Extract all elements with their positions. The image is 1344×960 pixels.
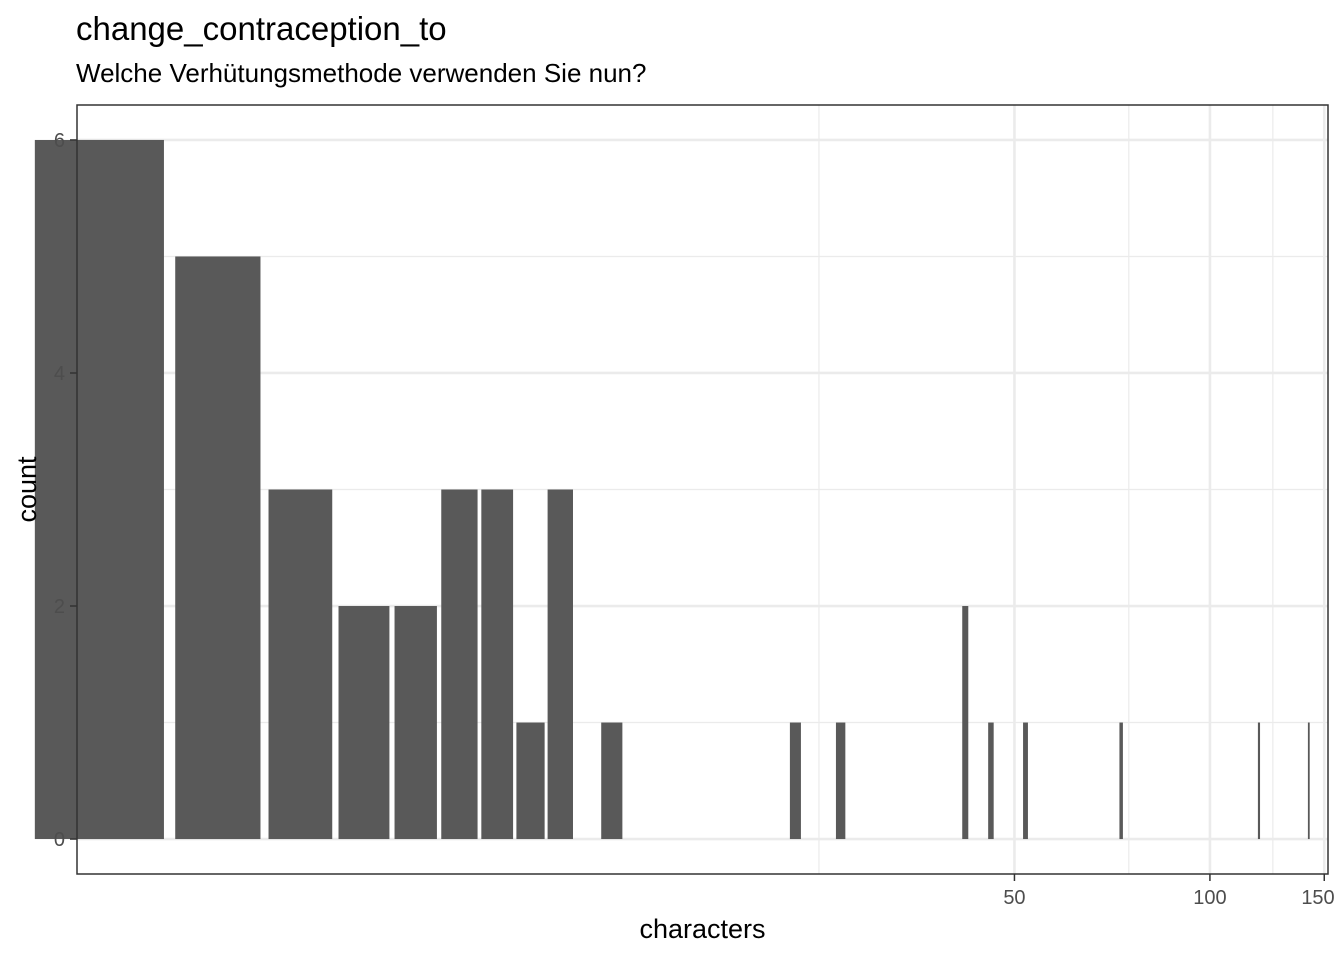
histogram-bar [1307,722,1310,840]
histogram-bar [268,489,333,840]
panel-border [76,104,1329,875]
histogram-bar [962,606,969,840]
histogram-bar [789,722,801,840]
x-axis-title: characters [639,914,765,944]
x-tick-label: 150 [1301,887,1334,909]
grid-lines [77,105,1328,874]
histogram-bar [1023,722,1028,840]
histogram-bar [601,722,623,840]
histogram-bar [394,606,437,840]
y-tick-label: 4 [54,363,65,385]
histogram-bar [441,489,478,840]
y-tick-label: 0 [54,829,65,851]
y-axis-title: count [12,456,42,523]
histogram-bar [481,489,514,840]
histogram-bar [1119,722,1123,840]
bars [34,139,1310,840]
histogram-bar [835,722,846,840]
histogram-bar [1257,722,1261,840]
x-tick-label: 50 [1003,887,1025,909]
x-tick-label: 100 [1193,887,1226,909]
histogram-bar [34,139,164,840]
chart-title: change_contraception_to [76,10,447,47]
histogram-bar [516,722,545,840]
axis-ticks: 0 2 4 6 50 100 150 [54,130,1335,909]
y-tick-label: 6 [54,130,65,152]
chart-subtitle: Welche Verhütungsmethode verwenden Sie n… [76,58,647,88]
histogram-bar [175,256,261,840]
histogram-bar [547,489,573,840]
histogram-bar [988,722,994,840]
y-tick-label: 2 [54,596,65,618]
histogram-bar [338,606,390,840]
